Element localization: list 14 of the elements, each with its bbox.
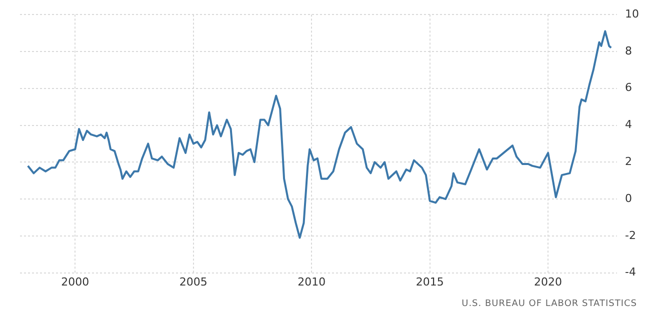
text: U.S. BUREAU OF LABOR STATISTICS bbox=[462, 299, 637, 309]
y-tick-label: 8 bbox=[625, 44, 632, 58]
y-tick-label: -4 bbox=[625, 266, 636, 279]
x-tick-label: 2020 bbox=[534, 275, 562, 288]
y-tick-label: 0 bbox=[625, 192, 632, 205]
y-tick-label: 2 bbox=[625, 155, 632, 168]
x-tick-label: 2015 bbox=[416, 275, 444, 288]
y-tick-label: 4 bbox=[625, 118, 632, 132]
x-tick-label: 2010 bbox=[298, 275, 326, 288]
y-tick-label: 6 bbox=[625, 81, 632, 94]
y-tick-label: -2 bbox=[625, 228, 636, 242]
y-tick-label: 10 bbox=[625, 7, 640, 20]
x-tick-label: 2005 bbox=[179, 275, 208, 288]
x-tick-label: 2000 bbox=[61, 275, 90, 288]
